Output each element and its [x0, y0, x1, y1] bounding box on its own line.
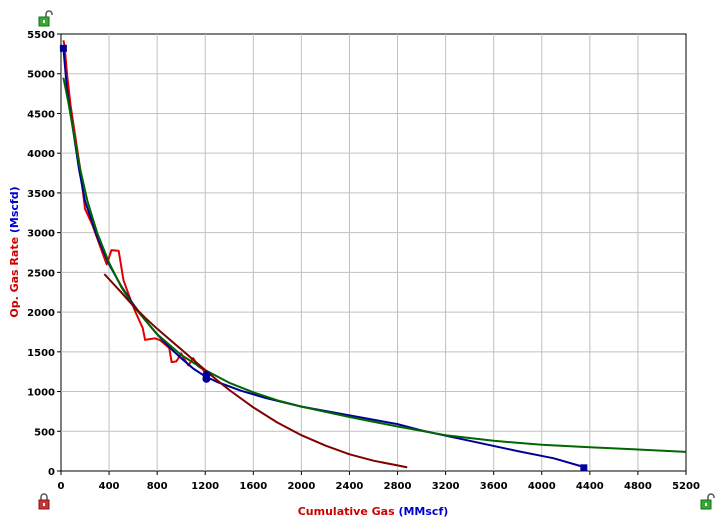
x-tick-label: 2400	[336, 481, 364, 492]
x-tick-label: 4800	[624, 481, 652, 492]
y-tick-label: 5500	[27, 30, 55, 41]
y-tick-label: 2500	[27, 268, 55, 279]
x-tick-label: 3200	[432, 481, 460, 492]
x-tick-label: 1200	[191, 481, 219, 492]
unlocked-lock-icon[interactable]	[699, 492, 715, 510]
x-tick-labels: 0 400 800 1200 1600 2000 2400 2800 3200 3600 4000 4…	[58, 471, 700, 492]
y-axis-title: Op. Gas Rate (Mscfd)	[8, 186, 21, 317]
y-tick-label: 0	[48, 467, 55, 478]
y-tick-label: 1000	[27, 388, 55, 399]
endpoint-marker[interactable]	[580, 464, 588, 472]
y-tick-label: 2000	[27, 308, 55, 319]
series-line-forecast-2[interactable]	[62, 77, 687, 453]
x-tick-label: 0	[58, 481, 65, 492]
y-tick-label: 3500	[27, 189, 55, 200]
x-tick-label: 1600	[239, 481, 267, 492]
y-tick-label: 5000	[27, 70, 55, 81]
x-tick-label: 3600	[480, 481, 508, 492]
x-tick-label: 4000	[528, 481, 556, 492]
series-line-forecast-3[interactable]	[103, 273, 408, 469]
x-tick-label: 4400	[576, 481, 604, 492]
y-tick-label: 500	[34, 427, 55, 438]
locked-lock-icon[interactable]	[37, 492, 53, 510]
marker-layer	[59, 44, 588, 472]
plot-area	[60, 33, 687, 472]
y-tick-label: 1500	[27, 348, 55, 359]
y-tick-labels: 0 500 1000 1500 2000 2500 3000 3500 4000 4500 5000…	[27, 30, 61, 478]
y-tick-label: 4500	[27, 109, 55, 120]
series-layer	[62, 40, 687, 469]
unlocked-lock-icon[interactable]	[37, 9, 53, 27]
grid	[61, 34, 686, 471]
x-tick-label: 800	[147, 481, 168, 492]
y-tick-label: 4000	[27, 149, 55, 160]
y-tick-label: 3000	[27, 229, 55, 240]
x-tick-label: 2800	[384, 481, 412, 492]
x-tick-label: 400	[99, 481, 120, 492]
match-point-marker[interactable]	[202, 374, 211, 383]
x-tick-label: 5200	[672, 481, 700, 492]
endpoint-marker[interactable]	[59, 44, 67, 52]
x-axis-title: Cumulative Gas (MMscf)	[298, 505, 449, 518]
x-tick-label: 2000	[287, 481, 315, 492]
